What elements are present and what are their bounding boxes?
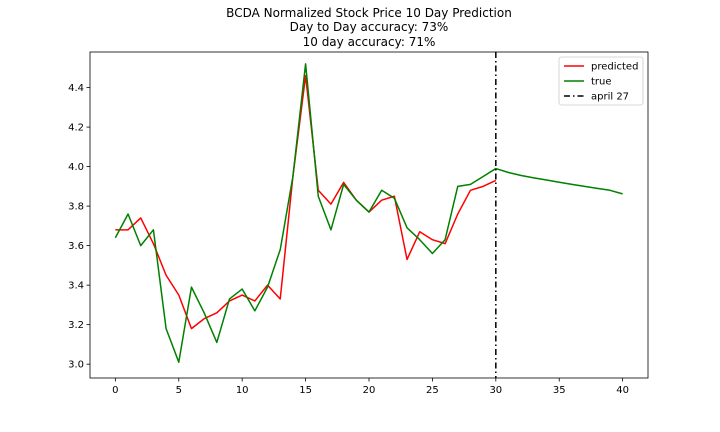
chart-title: BCDA Normalized Stock Price 10 Day Predi… xyxy=(226,6,512,49)
y-tick-label: 3.2 xyxy=(68,320,84,331)
x-tick-label: 35 xyxy=(553,385,566,396)
x-tick-label: 0 xyxy=(112,385,118,396)
y-tick-label: 3.6 xyxy=(68,241,84,252)
legend-box xyxy=(558,56,644,106)
x-tick-label: 25 xyxy=(426,385,439,396)
y-tick-label: 3.8 xyxy=(68,202,84,213)
legend: predicted true april 27 xyxy=(558,56,644,106)
chart-title-line-2: Day to Day accuracy: 73% xyxy=(290,20,449,34)
y-tick-label: 3.0 xyxy=(68,360,84,371)
x-tick-label: 5 xyxy=(176,385,182,396)
chart-title-line-1: BCDA Normalized Stock Price 10 Day Predi… xyxy=(226,6,512,20)
y-tick-label: 4.0 xyxy=(68,162,84,173)
plot-area: 0 5 10 15 20 25 30 35 40 3.0 3.2 3.4 3.6 3.8 4.0 4.2 4.4 xyxy=(68,51,649,396)
x-tick-label: 30 xyxy=(489,385,502,396)
y-tick-label: 4.4 xyxy=(68,83,84,94)
x-tick-label: 10 xyxy=(236,385,249,396)
x-tick-label: 15 xyxy=(299,385,312,396)
legend-label-true: true xyxy=(591,77,612,88)
legend-label-april-27: april 27 xyxy=(591,92,629,103)
chart-title-line-3: 10 day accuracy: 71% xyxy=(303,35,436,49)
series-line-predicted xyxy=(115,74,497,330)
y-tick-label: 4.2 xyxy=(68,123,84,134)
series-line-true xyxy=(114,63,623,363)
legend-label-predicted: predicted xyxy=(591,62,638,73)
y-tick-label: 3.4 xyxy=(68,281,84,292)
x-tick-label: 40 xyxy=(616,385,629,396)
x-tick-label: 20 xyxy=(363,385,376,396)
